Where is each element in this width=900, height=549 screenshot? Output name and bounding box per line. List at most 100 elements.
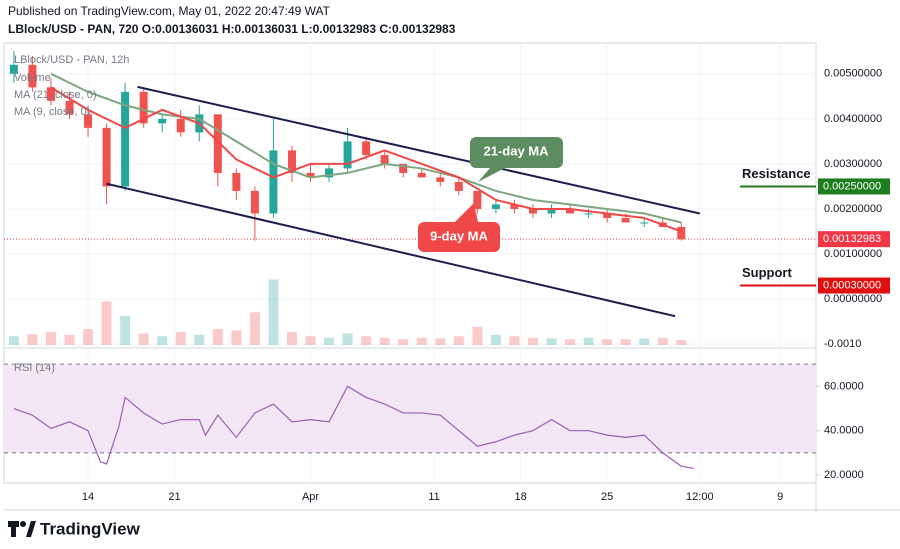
y-tick-label: 60.0000 [824, 380, 864, 392]
volume-bar [565, 339, 576, 345]
candle-body [9, 64, 18, 74]
logo-mark [20, 521, 26, 527]
volume-bar [416, 337, 427, 345]
x-tick-label: 21 [168, 491, 180, 503]
y-tick-label: 20.0000 [824, 469, 864, 481]
volume-bar [120, 315, 131, 345]
y-tick-label: 0.00300000 [824, 158, 882, 170]
volume-bar [212, 329, 223, 345]
volume-bar [509, 336, 520, 345]
volume-bar [453, 336, 464, 345]
annotation-21: 21-day MA [470, 137, 563, 182]
ma-line [50, 86, 682, 233]
candle-body [436, 177, 445, 182]
x-tick-label: 25 [601, 491, 613, 503]
candle-body [362, 141, 371, 155]
annotation-9: 9-day MA [418, 203, 500, 252]
x-tick-label: 11 [428, 491, 439, 503]
volume-bar [101, 301, 112, 345]
candle-body [528, 208, 537, 214]
volume-bar [583, 337, 594, 345]
candle-body [102, 127, 111, 187]
candle-body [380, 154, 389, 164]
volume-bar [268, 279, 279, 345]
volume-bar [546, 338, 557, 345]
candle-body [121, 91, 130, 187]
volume-bar [157, 336, 168, 345]
candle-body [269, 150, 278, 214]
y-tick-label: 40.0000 [824, 425, 864, 437]
logo [8, 521, 36, 537]
price-label: 0.00132983 [823, 233, 881, 245]
footer-brand: TradingView [40, 519, 141, 538]
candle-body [306, 172, 315, 178]
x-tick-label: 14 [82, 491, 94, 503]
candle-body [454, 181, 463, 191]
rsi-line [13, 385, 694, 469]
volume-bar [83, 329, 94, 345]
volume-bar [676, 339, 687, 345]
candle-body [473, 190, 482, 209]
y-tick-label: 0.00400000 [824, 113, 882, 125]
x-tick-label: 12:00 [686, 491, 714, 503]
candle-body [176, 118, 185, 133]
published-line: Published on TradingView.com, May 01, 20… [8, 4, 331, 18]
candle-body [65, 100, 74, 115]
trendline [106, 182, 676, 318]
candle-body [603, 213, 612, 218]
candle-body [640, 222, 649, 224]
x-tick-label: Apr [302, 491, 319, 503]
candle-body [621, 217, 630, 223]
candle-body [399, 163, 408, 173]
volume-bar [138, 333, 149, 345]
y-tick-label: 0.00200000 [824, 203, 882, 215]
candle-body [343, 141, 352, 169]
candle-body [46, 87, 55, 101]
rsi-band [4, 364, 816, 453]
candle-body [417, 172, 426, 178]
candle-body [232, 172, 241, 191]
x-tick-label: 9 [777, 491, 783, 503]
volume-bar [231, 330, 242, 345]
callout-arrow [455, 203, 478, 222]
x-tick-label: 18 [514, 491, 526, 503]
logo-mark [11, 521, 16, 537]
price-label-box [818, 178, 890, 195]
volume-bar [27, 334, 38, 345]
volume-bar [64, 334, 75, 345]
volume-bar [194, 334, 205, 345]
candle-body [325, 168, 334, 178]
volume-bar [45, 331, 56, 345]
candle-body [491, 204, 500, 209]
callout-box [418, 222, 500, 252]
symbol-line: LBlock/USD - PAN, 720 O:0.00136031 H:0.0… [8, 22, 456, 36]
candle-body [584, 213, 593, 215]
footer [0, 512, 900, 549]
candle-body [213, 114, 222, 173]
legend-ma21: MA (21, close, 0) [14, 89, 97, 101]
legend-volume: Volume [14, 72, 51, 84]
candle-body [287, 150, 296, 173]
candle-body [158, 118, 167, 124]
y-tick-label: 0.00000000 [824, 293, 882, 305]
volume-bar [398, 339, 409, 345]
legend-ma9: MA (9, close, 0) [14, 106, 90, 118]
volume-bar [342, 333, 353, 345]
volume-bar [490, 334, 501, 345]
volume-bar [435, 338, 446, 345]
volume-bar [472, 326, 483, 345]
callout-text: 9-day MA [430, 228, 488, 243]
candle-body [84, 114, 93, 128]
level-label: Support [742, 265, 792, 280]
callout-text: 21-day MA [483, 143, 549, 158]
volume-bar [657, 337, 668, 345]
callout-box [470, 137, 563, 168]
volume-bar [361, 336, 372, 345]
candle-body [510, 204, 519, 209]
volume-bar [379, 337, 390, 345]
logo-mark [26, 521, 36, 537]
volume-bar [527, 337, 538, 345]
volume-bar [175, 331, 186, 345]
candle-body [139, 91, 148, 124]
